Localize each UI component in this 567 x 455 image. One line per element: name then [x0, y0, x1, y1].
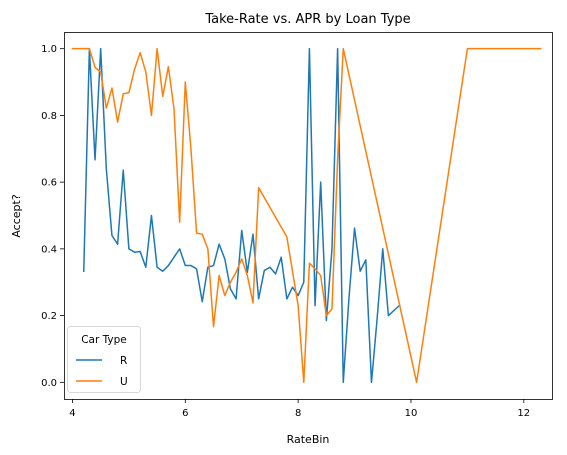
y-tick-label: 0.8	[41, 111, 57, 122]
series-layer	[72, 49, 540, 383]
x-axis: 4 6 8 10 12	[69, 399, 530, 419]
x-tick-label: 4	[69, 408, 75, 419]
x-tick-label: 10	[405, 408, 418, 419]
y-tick-label: 0.4	[41, 244, 57, 255]
legend: Car Type RU	[68, 327, 141, 393]
series-line-U	[72, 49, 540, 383]
chart-title: Take-Rate vs. APR by Loan Type	[204, 12, 410, 27]
y-axis-label: Accept?	[10, 194, 23, 237]
y-tick-label: 0.2	[41, 311, 57, 322]
y-tick-label: 1.0	[41, 44, 57, 55]
y-tick-label: 0.6	[41, 178, 57, 189]
x-tick-label: 6	[182, 408, 188, 419]
y-axis: 0.0 0.2 0.4 0.6 0.8 1.0	[41, 44, 64, 389]
legend-label-R: R	[120, 355, 127, 367]
x-tick-label: 12	[517, 408, 530, 419]
legend-title: Car Type	[81, 334, 127, 346]
y-tick-label: 0.0	[41, 378, 57, 389]
x-tick-label: 8	[295, 408, 301, 419]
legend-label-U: U	[120, 376, 128, 388]
x-axis-label: RateBin	[287, 433, 330, 446]
